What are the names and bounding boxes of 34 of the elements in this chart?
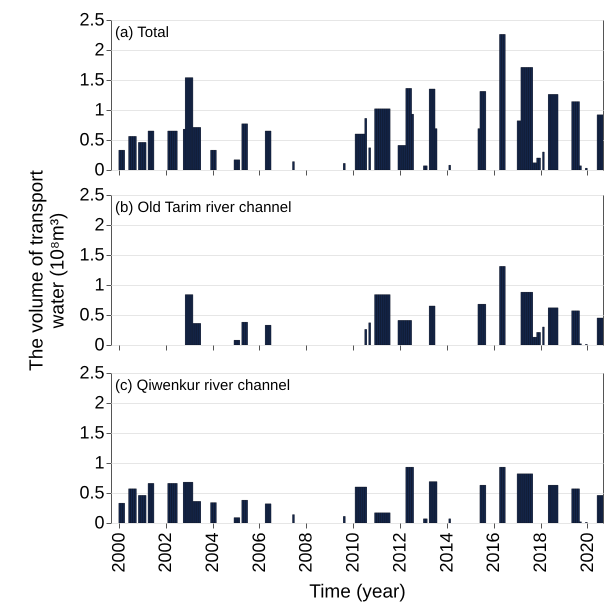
y-tick-label: 2 bbox=[94, 392, 104, 412]
y-tick-label: 1 bbox=[94, 274, 104, 294]
x-axis-title: Time (year) bbox=[309, 582, 406, 603]
x-tick-label: 2000 bbox=[108, 532, 128, 573]
y-tick-label: 2.5 bbox=[79, 184, 104, 204]
x-tick-label: 2018 bbox=[530, 532, 550, 573]
x-tick-label: 2008 bbox=[296, 532, 316, 573]
chart-title: (b) Old Tarim river channel bbox=[115, 199, 292, 216]
y-tick-label: 1.5 bbox=[79, 244, 104, 264]
y-tick-label: 1.5 bbox=[79, 422, 104, 442]
y-tick-label: 0 bbox=[94, 334, 104, 354]
chart-title: (a) Total bbox=[115, 24, 169, 41]
x-tick-label: 2020 bbox=[576, 532, 597, 573]
x-tick-label: 2002 bbox=[155, 532, 176, 573]
y-tick-label: 0.5 bbox=[79, 130, 104, 150]
y-tick-label: 2 bbox=[94, 40, 104, 60]
x-tick-label: 2010 bbox=[342, 532, 363, 573]
y-tick-label: 0 bbox=[94, 160, 104, 180]
x-tick-label: 2004 bbox=[202, 532, 222, 573]
y-tick-label: 2 bbox=[94, 214, 104, 234]
x-tick-label: 2016 bbox=[483, 532, 504, 573]
y-tick-label: 1 bbox=[94, 100, 104, 120]
chart-title: (c) Qiwenkur river channel bbox=[115, 377, 290, 394]
y-tick-label: 0 bbox=[94, 512, 104, 532]
y-tick-label: 1.5 bbox=[79, 70, 104, 90]
y-tick-label: 0.5 bbox=[79, 482, 104, 502]
x-tick-label: 2014 bbox=[436, 532, 456, 573]
x-tick-label: 2006 bbox=[248, 532, 269, 573]
y-axis-title: The volume of transport water (10⁸m³) bbox=[26, 169, 68, 371]
y-tick-label: 1 bbox=[94, 452, 104, 472]
y-tick-label: 2.5 bbox=[79, 362, 104, 382]
y-tick-label: 2.5 bbox=[79, 10, 104, 30]
y-tick-label: 0.5 bbox=[79, 304, 104, 324]
x-tick-label: 2012 bbox=[389, 532, 410, 573]
